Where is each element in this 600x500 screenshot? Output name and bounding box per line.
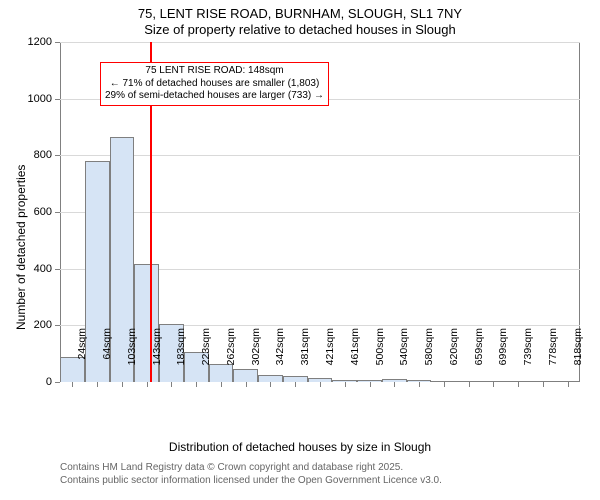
y-tick-label: 200 <box>0 319 52 331</box>
annotation-box: 75 LENT RISE ROAD: 148sqm← 71% of detach… <box>100 62 329 106</box>
x-tick-label: 699sqm <box>497 328 509 388</box>
x-tick-mark <box>444 382 445 387</box>
y-tick-labels: 020040060080010001200 <box>0 42 56 382</box>
y-tick-label: 0 <box>0 376 52 388</box>
y-tick-mark <box>55 155 60 156</box>
x-tick-label: 183sqm <box>175 328 187 388</box>
x-tick-label: 461sqm <box>349 328 361 388</box>
x-axis-label: Distribution of detached houses by size … <box>0 440 600 454</box>
y-tick-mark <box>55 325 60 326</box>
x-tick-label: 620sqm <box>448 328 460 388</box>
chart-title: 75, LENT RISE ROAD, BURNHAM, SLOUGH, SL1… <box>0 0 600 37</box>
x-tick-mark <box>568 382 569 387</box>
histogram-chart: 75, LENT RISE ROAD, BURNHAM, SLOUGH, SL1… <box>0 0 600 500</box>
x-tick-label: 143sqm <box>151 328 163 388</box>
x-tick-label: 421sqm <box>324 328 336 388</box>
annotation-line: ← 71% of detached houses are smaller (1,… <box>105 78 324 91</box>
x-tick-mark <box>493 382 494 387</box>
x-tick-mark <box>171 382 172 387</box>
footer-line1: Contains HM Land Registry data © Crown c… <box>60 462 442 475</box>
y-tick-label: 600 <box>0 206 52 218</box>
y-tick-mark <box>55 212 60 213</box>
x-tick-mark <box>370 382 371 387</box>
y-tick-mark <box>55 269 60 270</box>
x-tick-label: 302sqm <box>250 328 262 388</box>
x-tick-label: 262sqm <box>225 328 237 388</box>
x-tick-mark <box>72 382 73 387</box>
x-tick-label: 24sqm <box>76 328 88 388</box>
x-tick-label: 500sqm <box>374 328 386 388</box>
title-address: 75, LENT RISE ROAD, BURNHAM, SLOUGH, SL1… <box>0 6 600 22</box>
y-tick-mark <box>55 99 60 100</box>
y-tick-label: 1200 <box>0 36 52 48</box>
x-tick-label: 818sqm <box>572 328 584 388</box>
annotation-line: 75 LENT RISE ROAD: 148sqm <box>105 65 324 78</box>
x-tick-label: 64sqm <box>101 328 113 388</box>
gridline <box>60 155 580 156</box>
x-tick-label: 223sqm <box>200 328 212 388</box>
x-tick-mark <box>97 382 98 387</box>
gridline <box>60 212 580 213</box>
footer-line2: Contains public sector information licen… <box>60 475 442 488</box>
x-tick-mark <box>394 382 395 387</box>
x-tick-label: 659sqm <box>473 328 485 388</box>
gridline <box>60 42 580 43</box>
x-tick-mark <box>320 382 321 387</box>
x-tick-label: 580sqm <box>423 328 435 388</box>
x-tick-labels: 24sqm64sqm103sqm143sqm183sqm223sqm262sqm… <box>60 388 580 448</box>
x-tick-mark <box>469 382 470 387</box>
y-tick-mark <box>55 382 60 383</box>
annotation-line: 29% of semi-detached houses are larger (… <box>105 90 324 103</box>
x-tick-label: 342sqm <box>274 328 286 388</box>
footer-attribution: Contains HM Land Registry data © Crown c… <box>60 462 442 487</box>
x-tick-mark <box>246 382 247 387</box>
y-tick-label: 1000 <box>0 93 52 105</box>
x-tick-mark <box>221 382 222 387</box>
x-tick-mark <box>345 382 346 387</box>
x-tick-mark <box>543 382 544 387</box>
title-subtitle: Size of property relative to detached ho… <box>0 22 600 38</box>
x-tick-label: 103sqm <box>126 328 138 388</box>
x-tick-label: 381sqm <box>299 328 311 388</box>
x-tick-mark <box>147 382 148 387</box>
x-tick-label: 739sqm <box>522 328 534 388</box>
x-tick-mark <box>295 382 296 387</box>
x-tick-mark <box>196 382 197 387</box>
x-tick-mark <box>518 382 519 387</box>
x-tick-mark <box>270 382 271 387</box>
x-tick-mark <box>122 382 123 387</box>
x-tick-label: 778sqm <box>547 328 559 388</box>
y-tick-label: 800 <box>0 149 52 161</box>
x-tick-label: 540sqm <box>398 328 410 388</box>
x-tick-mark <box>419 382 420 387</box>
y-tick-mark <box>55 42 60 43</box>
y-tick-label: 400 <box>0 263 52 275</box>
